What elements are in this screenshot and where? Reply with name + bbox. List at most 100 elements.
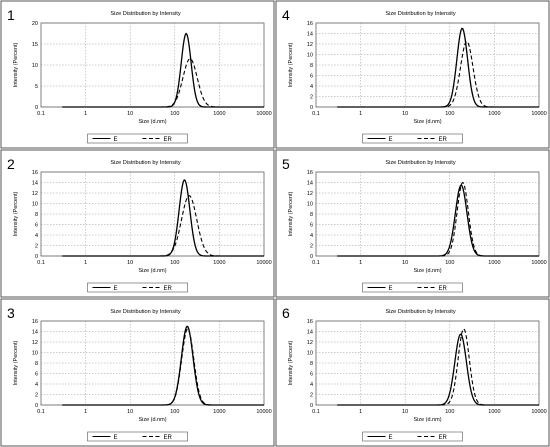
y-tick-label: 20 [32, 21, 38, 27]
chart-title: Size Distribution by Intensity [385, 309, 455, 315]
x-tick-label: 0.1 [312, 111, 320, 117]
grid [40, 321, 265, 405]
x-tick-label: 10 [402, 260, 408, 266]
y-tick-label: 4 [35, 382, 38, 388]
chart-title: Size Distribution by Intensity [110, 11, 180, 17]
legend-label-e: E [389, 137, 393, 143]
panel-number: 5 [282, 156, 290, 172]
y-tick-label: 12 [307, 191, 313, 197]
y-tick-label: 0 [35, 403, 38, 409]
legend-label-e: E [114, 435, 118, 441]
x-tick-label: 1000 [488, 409, 500, 415]
x-tick-label: 10000 [256, 111, 271, 117]
x-tick-label: 10 [127, 409, 133, 415]
legend-label-er: ER [164, 435, 173, 441]
x-tick-label: 0.1 [37, 260, 45, 266]
y-axis-label: Intensity (Percent) [288, 192, 294, 237]
x-tick-label: 1000 [213, 111, 225, 117]
x-tick-label: 100 [170, 111, 179, 117]
y-tick-label: 0 [35, 105, 38, 111]
panel-number: 4 [282, 7, 290, 23]
x-tick-label: 10000 [531, 260, 546, 266]
grid [315, 23, 540, 107]
y-tick-label: 4 [35, 233, 38, 239]
series-line-er [62, 195, 264, 257]
x-tick-label: 1000 [213, 409, 225, 415]
y-tick-label: 8 [35, 212, 38, 218]
y-tick-label: 10 [307, 351, 313, 357]
x-axis-label: Size (d.nm) [138, 417, 166, 423]
x-tick-label: 10000 [531, 409, 546, 415]
y-tick-label: 10 [32, 351, 38, 357]
x-tick-label: 1 [359, 111, 362, 117]
x-tick-label: 10000 [256, 260, 271, 266]
x-tick-label: 0.1 [37, 111, 45, 117]
x-tick-label: 10 [127, 111, 133, 117]
y-tick-label: 12 [32, 340, 38, 346]
y-tick-label: 4 [310, 382, 313, 388]
legend-label-e: E [114, 286, 118, 292]
series-line-er [337, 181, 539, 257]
x-tick-label: 10000 [256, 409, 271, 415]
y-tick-label: 14 [307, 32, 313, 38]
x-tick-label: 100 [445, 409, 454, 415]
legend-box [87, 133, 188, 144]
x-tick-label: 0.1 [37, 409, 45, 415]
y-tick-label: 16 [307, 170, 313, 176]
series-line-er [62, 328, 264, 406]
x-axis-label: Size (d.nm) [138, 119, 166, 125]
y-tick-label: 0 [310, 105, 313, 111]
y-tick-label: 0 [310, 403, 313, 409]
y-tick-label: 14 [307, 330, 313, 336]
legend-label-er: ER [439, 286, 448, 292]
x-tick-label: 1 [359, 409, 362, 415]
panel-6: 6 Size Distribution by Intensity 0 2 4 6 8 10 12… [275, 298, 550, 447]
x-tick-label: 10 [402, 111, 408, 117]
x-tick-label: 100 [170, 409, 179, 415]
y-tick-label: 10 [32, 63, 38, 69]
y-tick-label: 16 [32, 319, 38, 325]
y-tick-label: 4 [310, 233, 313, 239]
y-tick-label: 15 [32, 42, 38, 48]
y-tick-label: 10 [307, 202, 313, 208]
y-tick-label: 2 [310, 393, 313, 399]
series-line-er [337, 40, 539, 108]
y-tick-label: 2 [35, 393, 38, 399]
y-tick-label: 16 [32, 170, 38, 176]
x-tick-label: 1000 [488, 111, 500, 117]
legend-label-er: ER [164, 137, 173, 143]
x-tick-label: 1 [84, 409, 87, 415]
x-tick-label: 100 [445, 260, 454, 266]
y-tick-label: 16 [307, 21, 313, 27]
panel-4: 4 Size Distribution by Intensity 0 2 4 6 8 10 12… [275, 0, 550, 149]
y-tick-label: 2 [35, 244, 38, 250]
grid [315, 172, 540, 256]
y-tick-label: 0 [35, 254, 38, 260]
x-tick-label: 10 [127, 260, 133, 266]
y-tick-label: 2 [310, 244, 313, 250]
y-tick-label: 8 [310, 63, 313, 69]
panel-2: 2 Size Distribution by Intensity 0 2 4 6 8 10 12… [0, 149, 275, 298]
x-tick-label: 100 [445, 111, 454, 117]
x-tick-label: 0.1 [312, 409, 320, 415]
panel-number: 6 [282, 305, 290, 321]
y-axis-label: Intensity (Percent) [13, 43, 19, 88]
legend: E ER [362, 431, 463, 442]
y-tick-label: 6 [310, 372, 313, 378]
y-axis-label: Intensity (Percent) [13, 192, 19, 237]
legend-label-e: E [114, 137, 118, 143]
panel-3: 3 Size Distribution by Intensity 0 2 4 6 8 10 12… [0, 298, 275, 447]
y-tick-label: 12 [307, 42, 313, 48]
x-tick-label: 10000 [531, 111, 546, 117]
legend-box [362, 282, 463, 293]
x-axis-label: Size (d.nm) [413, 417, 441, 423]
legend-label-er: ER [439, 435, 448, 441]
chart-title: Size Distribution by Intensity [385, 160, 455, 166]
y-tick-label: 16 [307, 319, 313, 325]
legend-label-e: E [389, 435, 393, 441]
y-tick-label: 10 [307, 53, 313, 59]
legend: E ER [362, 133, 463, 144]
x-axis-label: Size (d.nm) [413, 268, 441, 274]
panel-5: 5 Size Distribution by Intensity 0 2 4 6 8 10 12… [275, 149, 550, 298]
